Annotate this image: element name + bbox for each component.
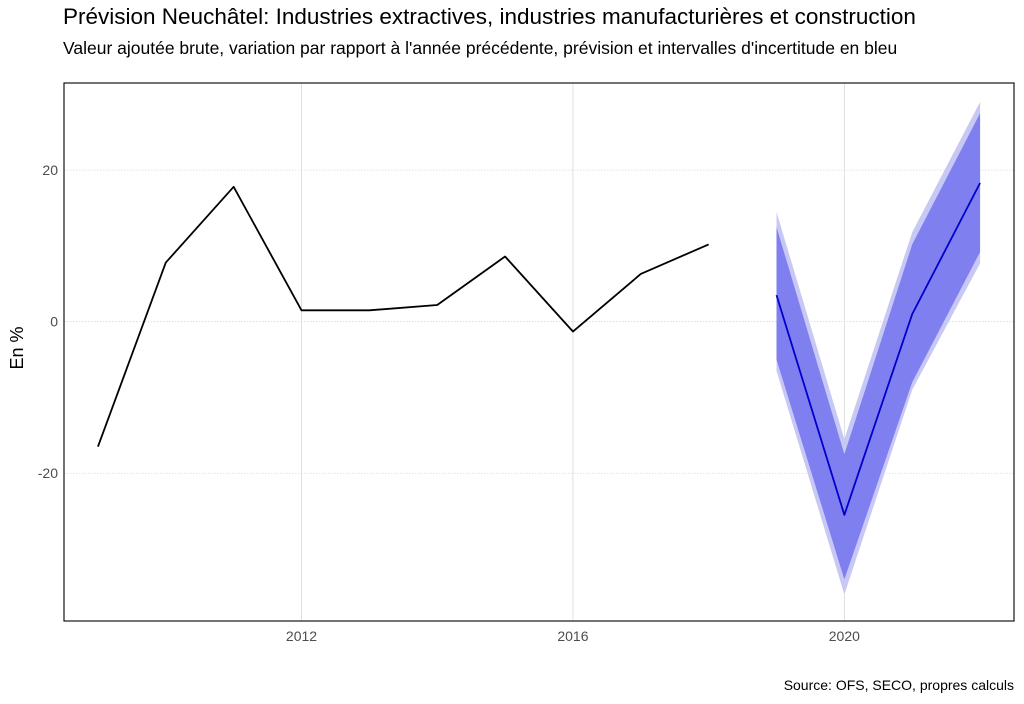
y-tick-label: 20 bbox=[42, 162, 58, 178]
chart-subtitle: Valeur ajoutée brute, variation par rapp… bbox=[63, 38, 898, 58]
y-tick-label: 0 bbox=[50, 314, 58, 330]
x-tick-label: 2020 bbox=[829, 628, 860, 644]
plot-border bbox=[63, 82, 1015, 622]
source-caption: Source: OFS, SECO, propres calculs bbox=[783, 677, 1014, 693]
forecast-series-line bbox=[775, 182, 981, 516]
x-tick-label: 2016 bbox=[557, 628, 588, 644]
historical-series-line bbox=[97, 185, 710, 448]
y-tick-label: -20 bbox=[38, 465, 58, 481]
data-lines bbox=[97, 182, 981, 516]
uncertainty-bands bbox=[776, 101, 981, 595]
grid-lines bbox=[64, 83, 1014, 621]
plot-frame bbox=[63, 82, 1015, 622]
tick-labels: -20 0 20 2012 2016 2020 bbox=[38, 162, 860, 644]
y-axis-title: En % bbox=[7, 326, 27, 369]
x-tick-label: 2012 bbox=[286, 628, 317, 644]
chart-title: Prévision Neuchâtel: Industries extracti… bbox=[63, 4, 916, 29]
